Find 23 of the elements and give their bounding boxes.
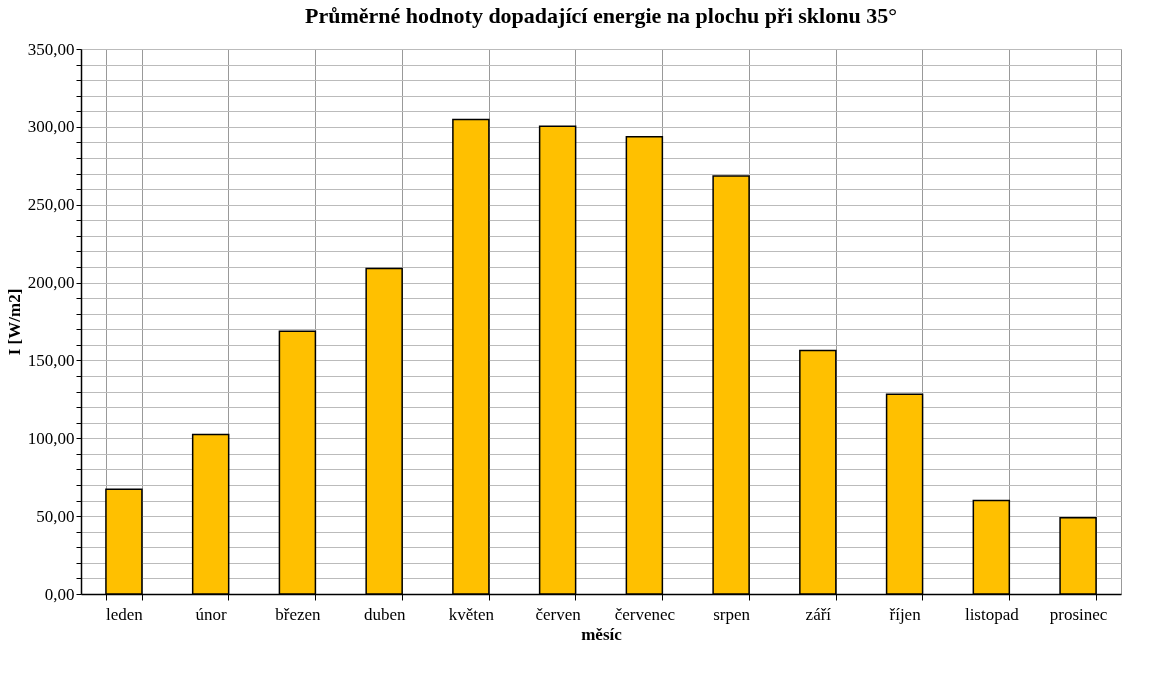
x-tick-label: leden bbox=[106, 604, 144, 624]
x-tick-label: říjen bbox=[889, 604, 922, 624]
y-tick-label: 100,00 bbox=[27, 428, 75, 448]
y-tick-label: 0,00 bbox=[44, 584, 75, 604]
x-tick-label: únor bbox=[195, 604, 228, 624]
x-tick-label: březen bbox=[275, 604, 322, 624]
y-tick-label: 350,00 bbox=[27, 39, 75, 59]
x-axis-title: měsíc bbox=[581, 624, 623, 644]
y-tick-label: 200,00 bbox=[27, 273, 75, 293]
x-tick-label: duben bbox=[363, 604, 406, 624]
x-tick-label: květen bbox=[448, 604, 495, 624]
y-tick-label: 150,00 bbox=[27, 350, 75, 370]
x-tick-label: listopad bbox=[964, 604, 1020, 624]
chart-title: Průměrné hodnoty dopadající energie na plochu při sklonu 35° bbox=[305, 3, 897, 28]
x-tick-label: září bbox=[805, 604, 832, 624]
y-tick-label: 300,00 bbox=[27, 117, 75, 137]
x-tick-label: prosinec bbox=[1049, 604, 1108, 624]
x-tick-label: červenec bbox=[614, 604, 676, 624]
x-tick-label: červen bbox=[535, 604, 582, 624]
y-axis-title: I [W/m2] bbox=[4, 288, 24, 356]
y-tick-label: 250,00 bbox=[27, 195, 75, 215]
x-tick-label: srpen bbox=[713, 604, 751, 624]
y-tick-label: 50,00 bbox=[36, 506, 75, 526]
